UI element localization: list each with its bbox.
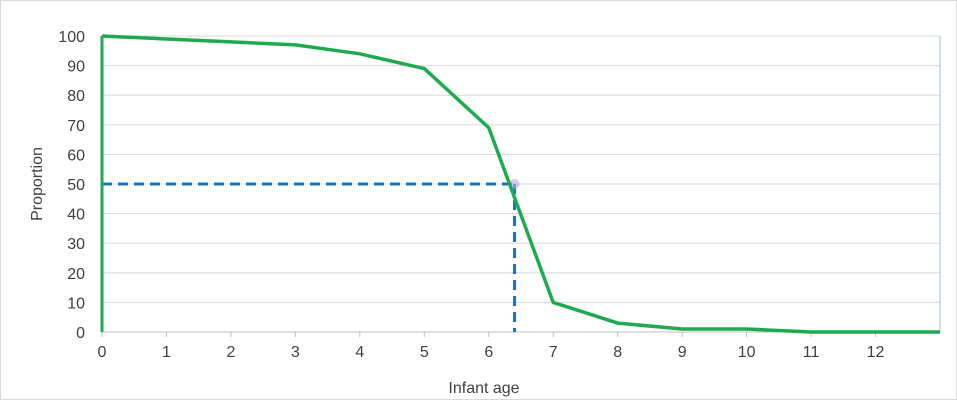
x-tick-label: 6 bbox=[484, 344, 493, 361]
series-layer bbox=[100, 34, 941, 334]
x-tick-label: 9 bbox=[678, 344, 687, 361]
x-tick-label: 7 bbox=[549, 344, 558, 361]
series-line bbox=[101, 34, 940, 334]
y-tick-label: 60 bbox=[67, 147, 85, 164]
y-tick-label: 80 bbox=[67, 88, 85, 105]
x-tick-label: 4 bbox=[355, 344, 364, 361]
x-tick-label: 10 bbox=[738, 344, 756, 361]
x-tick-label: 3 bbox=[291, 344, 300, 361]
x-tick-label: 1 bbox=[162, 344, 171, 361]
x-tick-label: 12 bbox=[867, 344, 885, 361]
y-tick-label: 30 bbox=[67, 236, 85, 253]
y-tick-label: 70 bbox=[67, 118, 85, 135]
y-tick-label: 10 bbox=[67, 295, 85, 312]
gridlines bbox=[102, 35, 940, 303]
x-tick-label: 2 bbox=[226, 344, 235, 361]
x-axis-title: Infant age bbox=[448, 380, 519, 397]
y-tick-label: 50 bbox=[67, 177, 85, 194]
y-tick-label: 90 bbox=[67, 59, 85, 76]
median-reference-lines bbox=[102, 179, 520, 332]
y-axis-title: Proportion bbox=[29, 147, 46, 221]
y-tick-label: 20 bbox=[67, 266, 85, 283]
axes bbox=[101, 36, 941, 337]
x-tick-label: 0 bbox=[98, 344, 107, 361]
x-tick-label: 11 bbox=[803, 344, 820, 361]
y-tick-label: 0 bbox=[76, 325, 85, 342]
y-tick-label: 100 bbox=[58, 29, 85, 46]
y-tick-label: 40 bbox=[67, 207, 85, 224]
x-tick-label: 8 bbox=[613, 344, 622, 361]
x-tick-label: 5 bbox=[420, 344, 429, 361]
